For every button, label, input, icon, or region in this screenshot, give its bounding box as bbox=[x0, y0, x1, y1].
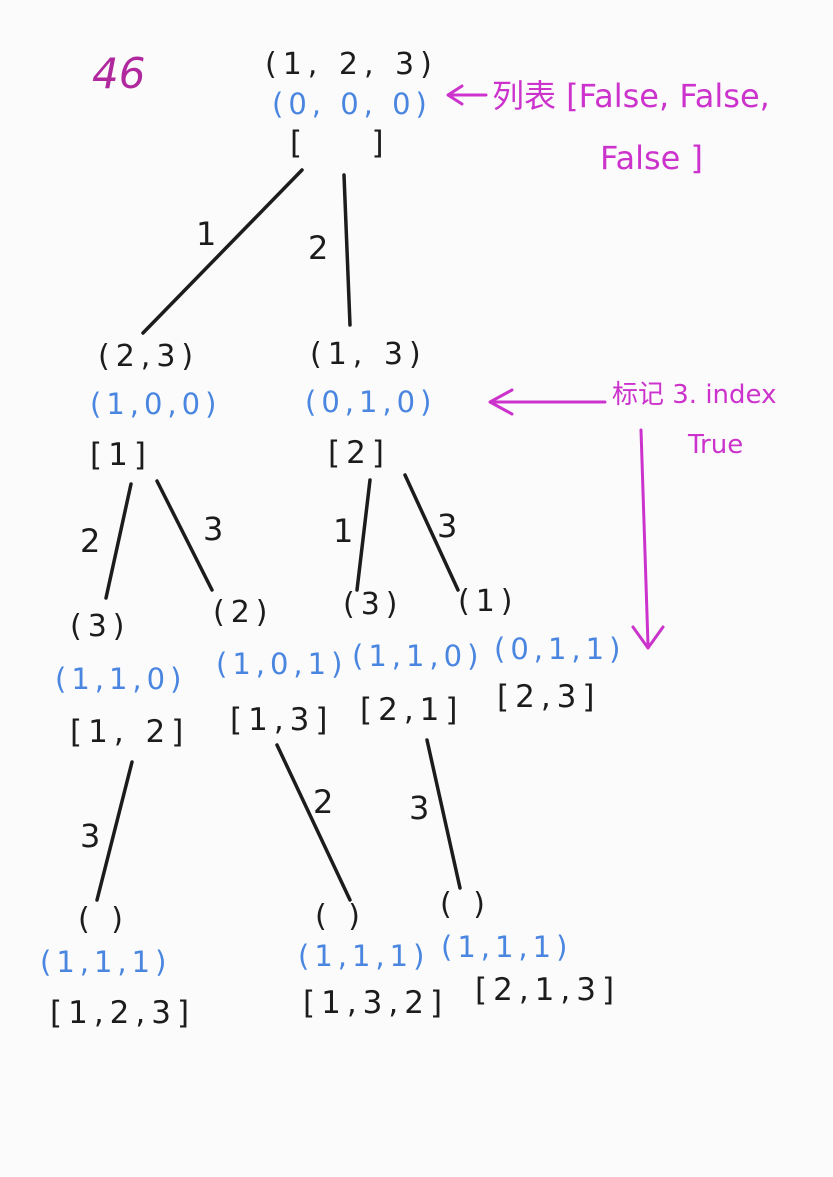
leaf-123-used-flags: (1,1,1) bbox=[40, 945, 172, 979]
edge-2-to-3 bbox=[355, 478, 372, 592]
node-13b-path: [1,3] bbox=[230, 702, 334, 738]
node-21-used-flags: (1,1,0) bbox=[352, 639, 484, 673]
mark-note-line2: True bbox=[688, 430, 744, 460]
node-13-remaining: (1, 3) bbox=[310, 337, 427, 372]
root-path: [ ] bbox=[290, 125, 390, 161]
edge-root-to-23 bbox=[141, 168, 304, 335]
list-note-line1: 列表 [False, False, bbox=[492, 77, 770, 115]
edge-label-13-2: 2 bbox=[313, 783, 334, 821]
node-12-path: [1, 2] bbox=[70, 714, 190, 750]
leaf-132-path: [1,3,2] bbox=[303, 985, 449, 1021]
node-21-path: [2,1] bbox=[360, 692, 464, 728]
edge-2-to-1 bbox=[403, 473, 460, 592]
list-note-arrowhead bbox=[446, 84, 464, 106]
node-13-used-flags: (0,1,0) bbox=[305, 385, 437, 419]
leaf-123-remaining: ( ) bbox=[78, 902, 129, 937]
down-arrow-shaft bbox=[639, 428, 650, 647]
node-23b-remaining: (1) bbox=[458, 584, 519, 619]
edge-label-1-2: 2 bbox=[80, 522, 101, 560]
root-used-flags: (0, 0, 0) bbox=[272, 87, 432, 121]
edge-1-to-2 bbox=[155, 479, 214, 592]
edge-13-to-132 bbox=[275, 743, 352, 902]
edge-label-1: 1 bbox=[196, 215, 217, 253]
node-23b-path: [2,3] bbox=[497, 679, 601, 715]
node-12-remaining: (3) bbox=[70, 609, 131, 644]
node-23-remaining: (2,3) bbox=[98, 339, 200, 374]
list-note-line2: False ] bbox=[600, 139, 703, 177]
leaf-123-path: [1,2,3] bbox=[50, 995, 196, 1031]
node-23-used-flags: (1,0,0) bbox=[90, 387, 222, 421]
down-arrowhead bbox=[631, 625, 665, 650]
root-remaining: (1, 2, 3) bbox=[265, 47, 438, 82]
edge-label-2: 2 bbox=[308, 229, 329, 267]
leaf-213-remaining: ( ) bbox=[440, 887, 491, 922]
node-21-remaining: (3) bbox=[343, 587, 404, 622]
edge-1-to-3 bbox=[104, 482, 133, 600]
edge-12-to-123 bbox=[95, 760, 134, 902]
mark-note-arrowhead bbox=[488, 388, 514, 416]
leaf-132-used-flags: (1,1,1) bbox=[298, 939, 430, 973]
node-13-path: [2] bbox=[328, 435, 390, 471]
node-23-path: [1] bbox=[90, 437, 152, 473]
problem-number: 46 bbox=[92, 49, 146, 98]
node-13b-used-flags: (1,0,1) bbox=[216, 647, 348, 681]
node-23b-used-flags: (0,1,1) bbox=[494, 632, 626, 666]
edge-21-to-213 bbox=[425, 738, 462, 890]
node-12-used-flags: (1,1,0) bbox=[55, 662, 187, 696]
leaf-213-used-flags: (1,1,1) bbox=[441, 930, 573, 964]
leaf-213-path: [2,1,3] bbox=[475, 972, 621, 1008]
edge-label-21-3: 3 bbox=[409, 789, 430, 827]
edge-root-to-13 bbox=[342, 173, 352, 327]
edge-label-2-1: 1 bbox=[333, 512, 354, 550]
node-13b-remaining: (2) bbox=[213, 595, 274, 630]
edge-label-12-3: 3 bbox=[80, 817, 101, 855]
edge-label-2-3: 3 bbox=[437, 507, 458, 545]
leaf-132-remaining: ( ) bbox=[315, 899, 366, 934]
edge-label-1-3: 3 bbox=[203, 510, 224, 548]
mark-note-line1: 标记 3. index bbox=[612, 380, 777, 410]
